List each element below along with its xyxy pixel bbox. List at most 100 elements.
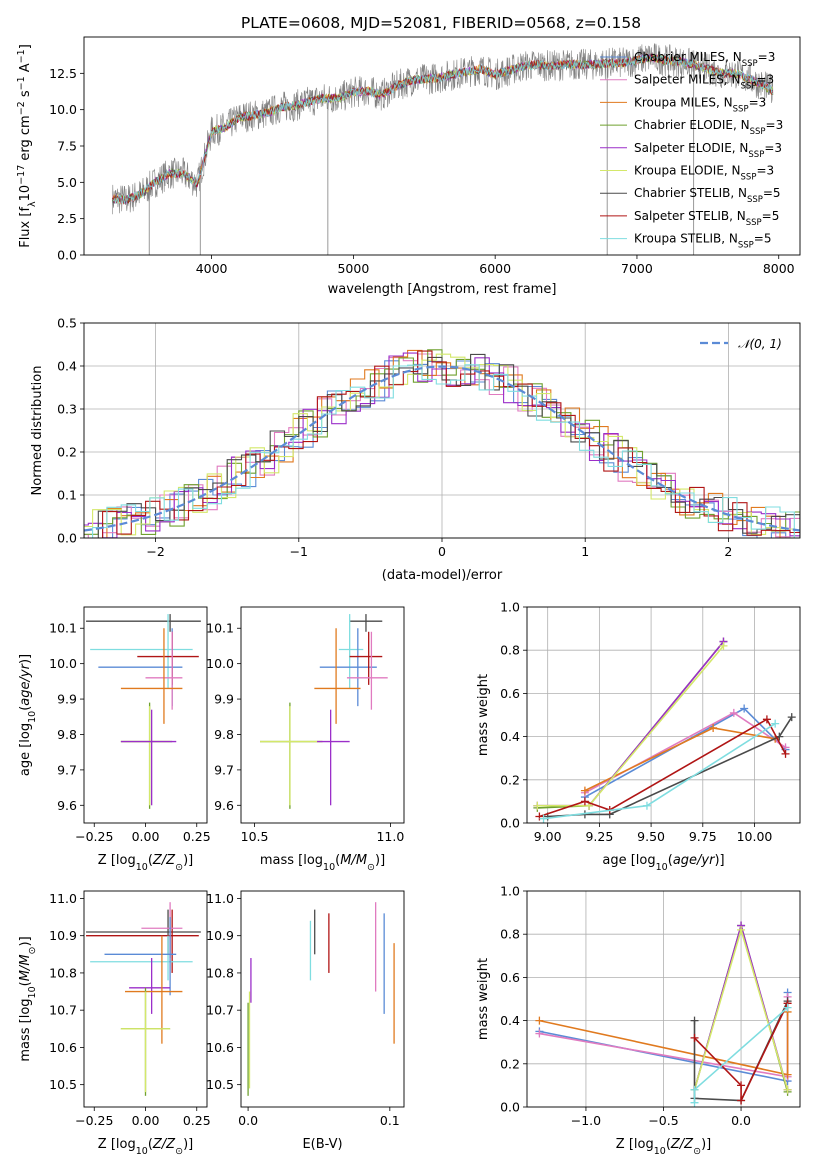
weight-marker — [740, 704, 749, 713]
y-tick-label: 0.2 — [57, 445, 77, 460]
y-tick-label: 10.0 — [49, 656, 77, 671]
weight-marker — [737, 925, 746, 934]
plot-area-age-vs-Z — [86, 614, 201, 809]
y-tick-label: 10.9 — [206, 928, 234, 943]
weight-marker — [781, 749, 790, 758]
x-tick-label: 8000 — [763, 261, 795, 276]
legend-label: Salpeter STELIB, NSSP=5 — [634, 209, 779, 228]
y-tick-label: 9.7 — [214, 762, 234, 777]
plot-area-age-vs-mass — [260, 614, 388, 809]
x-tick-label: 11.0 — [376, 829, 404, 844]
x-tick-label: −0.5 — [648, 1113, 678, 1128]
y-tick-label: 9.6 — [57, 798, 77, 813]
x-tick-label: 0.0 — [731, 1113, 751, 1128]
weight-marker — [580, 797, 589, 806]
y-tick-label: 10.0 — [206, 656, 234, 671]
x-tick-label: 10.00 — [737, 829, 773, 844]
weight-marker — [535, 812, 544, 821]
axes-frame — [83, 322, 801, 539]
weight-marker — [642, 801, 651, 810]
y-tick-label: 9.6 — [214, 798, 234, 813]
axes-frame — [240, 890, 405, 1108]
y-tick-label: 0.6 — [500, 970, 520, 985]
plot-area-mass-vs-EBV — [247, 902, 395, 1096]
y-tick-label: 1.0 — [500, 600, 520, 615]
x-axis-label: Z [log10(Z/Z⊙)] — [98, 853, 193, 873]
y-tick-label: 10.7 — [206, 1003, 234, 1018]
y-tick-label: 11.0 — [206, 891, 234, 906]
y-tick-label: 0.3 — [57, 402, 77, 417]
x-axis-label: Z [log10(Z/Z⊙)] — [616, 1137, 711, 1157]
x-tick-label: 1 — [581, 544, 589, 559]
y-tick-label: 10.6 — [206, 1040, 234, 1055]
axes-frame — [526, 890, 801, 1108]
figure-title: PLATE=0608, MJD=52081, FIBERID=0568, z=0… — [241, 14, 641, 32]
x-tick-label: 0.00 — [132, 829, 160, 844]
y-tick-label: 0.4 — [57, 359, 77, 374]
y-tick-label: 10.1 — [206, 621, 234, 636]
x-tick-label: 0.1 — [380, 1113, 400, 1128]
weight-marker — [709, 723, 718, 732]
legend-label: Kroupa ELODIE, NSSP=3 — [634, 164, 774, 183]
y-tick-label: 10.1 — [49, 621, 77, 636]
legend-label: Salpeter MILES, NSSP=3 — [634, 73, 774, 92]
y-tick-label: 0.0 — [57, 248, 77, 263]
x-tick-label: 9.50 — [637, 829, 665, 844]
axes-weight-vs-Z: −1.0 −0.5 0.0 0.0 0.2 0.4 0.6 0.8 1.0 — [500, 884, 800, 1128]
histogram-step — [84, 350, 800, 538]
y-tick-label: 10.0 — [49, 102, 77, 117]
axes-age-vs-Z: −0.25 0.00 0.25 9.6 9.7 9.8 9.9 10.0 10.1 — [49, 621, 211, 844]
plot-area-weight-vs-age — [533, 637, 796, 823]
y-tick-label: 0.4 — [500, 729, 520, 744]
y-axis-label: Flux [fλ10−17 erg cm−2 s−1 A−1] — [16, 44, 38, 248]
x-tick-label: −2 — [146, 544, 164, 559]
weight-marker — [729, 708, 738, 717]
y-tick-label: 2.5 — [57, 211, 77, 226]
y-tick-label: 10.8 — [206, 965, 234, 980]
x-axis-label: E(B-V) — [302, 1137, 342, 1152]
weight-marker — [580, 786, 589, 795]
x-tick-label: 0.00 — [132, 1113, 160, 1128]
plot-area-spectrum — [112, 43, 774, 255]
axes-frame — [526, 606, 801, 824]
x-tick-label: 4000 — [196, 261, 228, 276]
x-tick-label: −0.25 — [75, 829, 113, 844]
legend-label: Chabrier STELIB, NSSP=5 — [634, 186, 781, 205]
x-tick-label: 0.25 — [183, 829, 211, 844]
axes-frame — [83, 890, 208, 1108]
gaussian-curve — [84, 365, 800, 532]
axes-frame — [83, 36, 801, 256]
x-axis-label: age [log10(age/yr)] — [602, 853, 724, 873]
weight-marker — [533, 801, 542, 810]
weight-marker — [690, 1085, 699, 1094]
axes-age-vs-mass: 10.5 11.0 9.6 9.7 9.8 9.9 10.0 10.1 — [206, 621, 404, 844]
weight-marker — [771, 719, 780, 728]
y-tick-label: 9.9 — [214, 692, 234, 707]
y-tick-label: 9.8 — [57, 727, 77, 742]
histogram-step — [84, 364, 800, 538]
weight-marker — [535, 1029, 544, 1038]
legend-label: Chabrier MILES, NSSP=3 — [634, 50, 775, 69]
y-axis-label: mass weight — [476, 674, 491, 756]
weight-marker — [719, 641, 728, 650]
legend-label: 𝒩(0, 1) — [738, 337, 782, 351]
y-tick-label: 0.5 — [57, 316, 77, 331]
weight-line — [537, 641, 725, 807]
y-tick-label: 1.0 — [500, 884, 520, 899]
weight-marker — [762, 715, 771, 724]
y-tick-label: 10.5 — [49, 1077, 77, 1092]
weight-marker — [535, 1016, 544, 1025]
y-tick-label: 9.7 — [57, 762, 77, 777]
x-tick-label: 0.0 — [238, 1113, 258, 1128]
x-tick-label: −0.25 — [75, 1113, 113, 1128]
y-tick-label: 7.5 — [57, 139, 77, 154]
y-tick-label: 10.6 — [49, 1040, 77, 1055]
x-tick-label: 0 — [438, 544, 446, 559]
x-tick-label: −1 — [290, 544, 308, 559]
y-tick-label: 0.0 — [500, 816, 520, 831]
plot-area-weight-vs-Z — [535, 921, 792, 1107]
y-tick-label: 0.0 — [57, 531, 77, 546]
y-tick-label: 10.5 — [206, 1077, 234, 1092]
axes-frame — [83, 606, 208, 824]
